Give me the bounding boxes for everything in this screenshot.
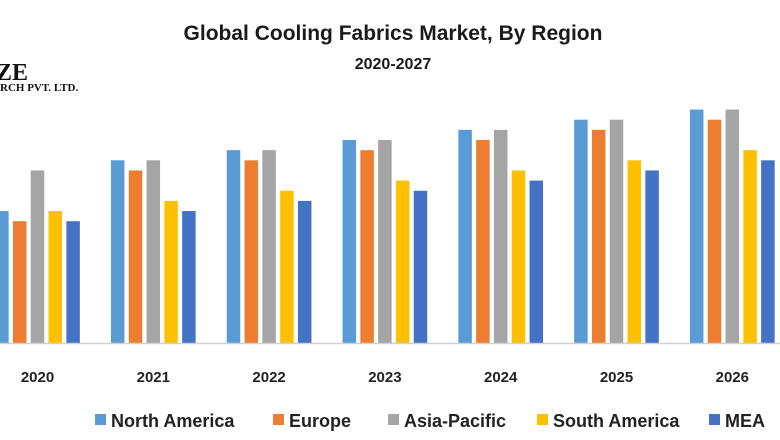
legend-swatch [95,414,106,425]
x-tick-labels: 2020 2021 2022 2023 2024 2025 2026 [21,369,749,386]
chart-title: Global Cooling Fabrics Market, By Region [184,22,603,45]
bar-north-america-2024 [458,129,472,343]
bar-europe-2020 [12,221,27,343]
legend-swatch [273,414,284,425]
chart-subtitle: 2020-2027 [355,56,432,73]
bar-south-america-2026 [743,150,757,343]
bar-asia-pacific-2022 [262,150,276,343]
bar-asia-pacific-2021 [146,160,161,343]
bar-mea-2020 [66,221,80,343]
x-tick-label: 2020 [21,369,54,386]
bar-south-america-2020 [48,211,63,343]
bar-mea-2021 [182,211,196,343]
bar-asia-pacific-2020 [30,170,45,343]
bar-mea-2025 [645,170,659,343]
bar-north-america-2020 [0,211,9,343]
bar-south-america-2025 [627,160,642,343]
bar-south-america-2023 [395,180,410,343]
legend-swatch [388,414,399,425]
x-tick-label: 2026 [716,369,749,386]
bar-north-america-2026 [689,109,704,343]
legend-label: MEA [725,411,765,431]
bar-north-america-2025 [574,119,588,343]
bar-south-america-2021 [164,200,178,343]
legend-label: South America [553,411,680,431]
bars [0,109,775,343]
legend-label: Asia-Pacific [404,411,506,431]
bar-mea-2026 [761,160,775,343]
bar-north-america-2021 [110,160,125,343]
bar-europe-2023 [360,150,374,343]
x-tick-label: 2022 [252,369,285,386]
bar-south-america-2024 [511,170,526,343]
bar-north-america-2022 [226,150,241,343]
bar-europe-2025 [591,129,606,343]
bar-europe-2026 [707,119,722,343]
bar-asia-pacific-2026 [725,109,740,343]
bar-mea-2022 [297,200,312,343]
bar-europe-2021 [128,170,143,343]
bar-mea-2023 [413,190,428,343]
legend-swatch [537,414,548,425]
x-tick-label: 2023 [368,369,401,386]
logo-text: ZE [0,60,28,86]
logo-subtext: RCH PVT. LTD. [0,82,78,94]
x-tick-label: 2024 [484,369,518,386]
x-tick-label: 2025 [600,369,633,386]
x-tick-label: 2021 [137,369,170,386]
bar-europe-2024 [476,140,490,343]
legend: North America Europe Asia-Pacific South Ame… [95,411,765,431]
legend-label: North America [111,411,235,431]
bar-north-america-2023 [342,140,357,343]
bar-asia-pacific-2023 [378,140,392,343]
bar-south-america-2022 [280,190,294,343]
bar-mea-2024 [529,180,544,343]
bar-asia-pacific-2024 [493,129,508,343]
bar-asia-pacific-2025 [609,119,624,343]
bar-europe-2022 [244,160,259,343]
legend-label: Europe [289,411,351,431]
legend-swatch [709,414,720,425]
